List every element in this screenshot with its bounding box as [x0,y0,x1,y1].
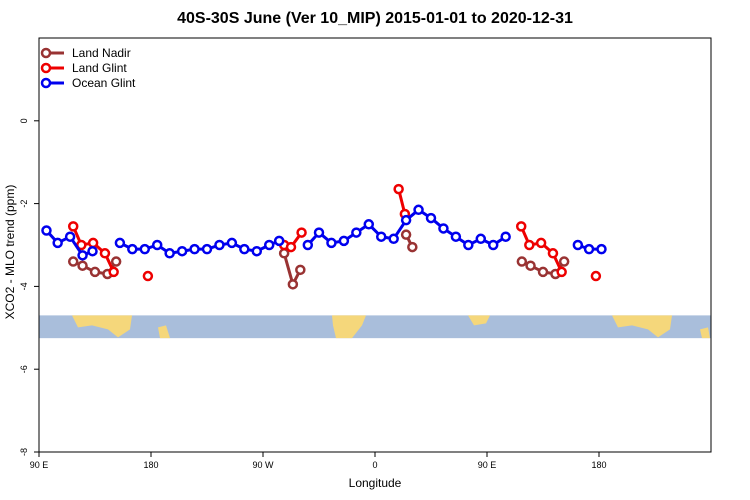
data-point-land-nadir [516,256,528,267]
data-point-ocean-glint [164,248,175,259]
legend: Land Nadir Land Glint Ocean Glint [40,45,135,90]
land-mass [612,315,672,338]
data-point-ocean-glint [450,231,462,242]
data-point-ocean-glint [151,239,163,251]
data-point-ocean-glint [438,223,449,234]
data-point-ocean-glint [127,243,138,255]
data-point-land-nadir [89,266,101,278]
legend-label-ocean-glint: Ocean Glint [72,75,136,90]
land-mass [332,315,366,339]
data-point-land-nadir [407,241,418,253]
data-point-land-glint [535,237,547,249]
data-point-ocean-glint [251,245,263,257]
data-point-ocean-glint [351,227,362,238]
data-point-ocean-glint [239,243,250,255]
data-point-land-glint [99,248,111,259]
data-point-land-nadir [110,256,122,267]
plot-frame [38,37,712,453]
data-point-land-glint [296,227,307,238]
x-tick-label: 0 [372,460,377,470]
data-point-land-nadir [400,229,412,240]
data-point-land-glint [547,248,559,259]
legend-item-land-glint: Land Glint [40,60,135,75]
data-point-ocean-glint [114,237,126,249]
legend-swatch-land-glint [40,62,64,73]
x-tick-label: 90 W [252,460,274,470]
land-mass [72,315,132,338]
data-point-ocean-glint [189,243,200,255]
data-point-ocean-glint [87,245,98,257]
chart-title: 40S-30S June (Ver 10_MIP) 2015-01-01 to … [177,10,573,27]
x-tick-label: 180 [591,460,606,470]
data-point-land-glint [515,221,527,232]
data-point-ocean-glint [413,204,424,216]
data-point-land-glint [590,270,602,282]
data-point-land-nadir [278,248,290,259]
data-point-ocean-glint [201,243,213,255]
data-point-ocean-glint [425,212,437,224]
data-point-land-nadir [295,264,306,276]
data-point-ocean-glint [475,233,487,245]
data-point-ocean-glint [41,225,52,236]
data-point-ocean-glint [302,239,314,251]
data-point-ocean-glint [375,231,387,242]
data-point-land-glint [142,270,154,282]
data-point-ocean-glint [583,243,595,255]
data-point-land-glint [556,266,567,278]
data-point-ocean-glint [64,231,76,242]
data-point-ocean-glint [214,239,225,251]
data-point-land-nadir [67,256,79,267]
data-point-land-glint [285,241,297,253]
data-point-ocean-glint [313,227,325,238]
data-point-ocean-glint [388,233,399,245]
data-point-ocean-glint [596,243,607,255]
y-tick-label: -8 [19,448,29,456]
data-point-land-nadir [77,260,88,271]
data-point-land-glint [108,266,119,278]
data-point-land-glint [67,221,79,232]
y-tick-label: 0 [19,118,29,123]
land-mass [468,315,490,326]
data-point-ocean-glint [52,237,63,249]
land-mass [158,325,170,339]
y-axis-label: XCO2 - MLO trend (ppm) [3,184,17,320]
legend-swatch-land-nadir [40,47,64,58]
data-point-land-glint [393,183,404,195]
legend-item-land-nadir: Land Nadir [40,45,135,60]
legend-label-land-nadir: Land Nadir [72,45,131,60]
data-point-land-glint [87,237,99,249]
x-tick-label: 180 [143,460,158,470]
x-tick-label: 90 E [30,460,49,470]
y-tick-label: -2 [19,200,29,208]
data-point-land-nadir [287,279,299,290]
data-point-ocean-glint [487,239,499,251]
data-point-land-nadir [525,260,536,271]
data-point-land-nadir [537,266,549,278]
x-tick-label: 90 E [478,460,497,470]
data-point-land-nadir [558,256,570,267]
data-point-ocean-glint [463,239,474,251]
y-tick-label: -6 [19,365,29,373]
land-mass [700,327,710,339]
data-point-ocean-glint [176,245,188,257]
data-point-ocean-glint [326,237,337,249]
data-point-ocean-glint [273,235,285,247]
data-point-ocean-glint [226,237,238,249]
x-axis-label: Longitude [348,476,402,490]
data-point-ocean-glint [139,243,151,255]
data-point-ocean-glint [400,214,412,226]
y-tick-label: -4 [19,282,29,290]
data-point-ocean-glint [363,219,375,230]
data-point-land-glint [524,239,535,251]
ocean-band [39,315,711,339]
legend-label-land-glint: Land Glint [72,60,127,75]
data-point-ocean-glint [263,239,275,251]
data-point-ocean-glint [572,239,584,251]
legend-swatch-ocean-glint [40,77,64,88]
data-point-ocean-glint [500,231,511,242]
legend-item-ocean-glint: Ocean Glint [40,75,135,90]
data-point-ocean-glint [77,250,88,261]
data-point-ocean-glint [338,235,350,247]
